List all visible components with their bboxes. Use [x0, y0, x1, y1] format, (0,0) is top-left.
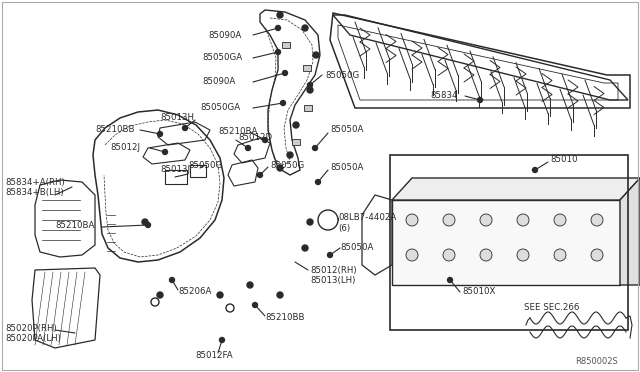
Circle shape: [247, 282, 253, 288]
Text: 85013H: 85013H: [160, 113, 194, 122]
Text: 85050A: 85050A: [330, 164, 364, 173]
Circle shape: [302, 25, 308, 31]
Text: 85050G: 85050G: [270, 160, 304, 170]
Circle shape: [163, 150, 168, 154]
Bar: [292, 139, 300, 145]
Circle shape: [280, 100, 285, 106]
Circle shape: [277, 12, 283, 18]
Text: 85050G: 85050G: [188, 160, 222, 170]
Polygon shape: [392, 178, 640, 200]
Circle shape: [220, 337, 225, 343]
Circle shape: [313, 52, 319, 58]
Text: SEE SEC.266: SEE SEC.266: [524, 304, 579, 312]
Bar: [390, 155, 628, 330]
Circle shape: [477, 97, 483, 103]
Text: 85090A: 85090A: [202, 77, 236, 87]
Circle shape: [275, 26, 280, 31]
Circle shape: [318, 210, 338, 230]
Circle shape: [406, 214, 418, 226]
Bar: [392, 200, 620, 285]
Text: 85050A: 85050A: [330, 125, 364, 135]
Text: 85210BB: 85210BB: [265, 314, 305, 323]
Circle shape: [532, 167, 538, 173]
Bar: [282, 42, 290, 48]
Text: 85050GA: 85050GA: [202, 54, 242, 62]
Circle shape: [406, 249, 418, 261]
Text: 85834+A(RH): 85834+A(RH): [5, 177, 65, 186]
Text: 85206A: 85206A: [178, 288, 211, 296]
Circle shape: [293, 122, 299, 128]
Text: 08LB7-4402A: 08LB7-4402A: [338, 214, 396, 222]
Circle shape: [554, 249, 566, 261]
Circle shape: [307, 83, 312, 87]
Circle shape: [246, 145, 250, 151]
Circle shape: [316, 180, 321, 185]
Circle shape: [277, 292, 283, 298]
Circle shape: [282, 71, 287, 76]
Circle shape: [287, 152, 293, 158]
Circle shape: [262, 138, 268, 142]
Text: 85050G: 85050G: [325, 71, 359, 80]
Circle shape: [157, 292, 163, 298]
Text: (6): (6): [338, 224, 350, 232]
Bar: [304, 105, 312, 111]
Circle shape: [312, 145, 317, 151]
Text: 85012J: 85012J: [110, 144, 140, 153]
Circle shape: [157, 131, 163, 137]
Circle shape: [447, 278, 452, 282]
Bar: [190, 165, 206, 177]
Text: 85020P(RH): 85020P(RH): [5, 324, 57, 333]
Circle shape: [443, 249, 455, 261]
Circle shape: [517, 214, 529, 226]
Text: 85210BA: 85210BA: [55, 221, 94, 230]
Text: 85013(LH): 85013(LH): [310, 276, 355, 285]
Circle shape: [517, 249, 529, 261]
Circle shape: [591, 214, 603, 226]
Circle shape: [257, 173, 262, 177]
Text: 85050A: 85050A: [340, 244, 373, 253]
Circle shape: [554, 214, 566, 226]
Text: 85834+B(LH): 85834+B(LH): [5, 189, 63, 198]
Circle shape: [307, 87, 313, 93]
Circle shape: [145, 222, 150, 228]
Circle shape: [302, 245, 308, 251]
Text: 85834: 85834: [430, 90, 458, 99]
Circle shape: [591, 249, 603, 261]
Text: B: B: [325, 215, 331, 224]
Circle shape: [307, 219, 313, 225]
Text: 85012(RH): 85012(RH): [310, 266, 356, 275]
Text: 85050GA: 85050GA: [200, 103, 240, 112]
Text: 85013J: 85013J: [160, 166, 190, 174]
Circle shape: [142, 219, 148, 225]
Text: 85210BB: 85210BB: [95, 125, 134, 135]
Bar: [303, 65, 311, 71]
Polygon shape: [620, 178, 640, 285]
Text: 85010: 85010: [550, 155, 577, 164]
Text: 85090A: 85090A: [208, 31, 241, 39]
Circle shape: [217, 292, 223, 298]
Circle shape: [275, 49, 280, 55]
Circle shape: [328, 253, 333, 257]
Circle shape: [480, 214, 492, 226]
Text: 85012FA: 85012FA: [195, 350, 232, 359]
Text: 85210BA: 85210BA: [218, 128, 257, 137]
Circle shape: [151, 298, 159, 306]
Circle shape: [182, 125, 188, 131]
Circle shape: [170, 278, 175, 282]
Text: 85012D: 85012D: [238, 134, 272, 142]
Circle shape: [480, 249, 492, 261]
Circle shape: [277, 165, 283, 171]
Circle shape: [253, 302, 257, 308]
Text: 85010X: 85010X: [462, 288, 495, 296]
Bar: [165, 170, 187, 184]
Circle shape: [443, 214, 455, 226]
Text: 85020PA(LH): 85020PA(LH): [5, 334, 61, 343]
Text: R850002S: R850002S: [575, 357, 618, 366]
Circle shape: [226, 304, 234, 312]
